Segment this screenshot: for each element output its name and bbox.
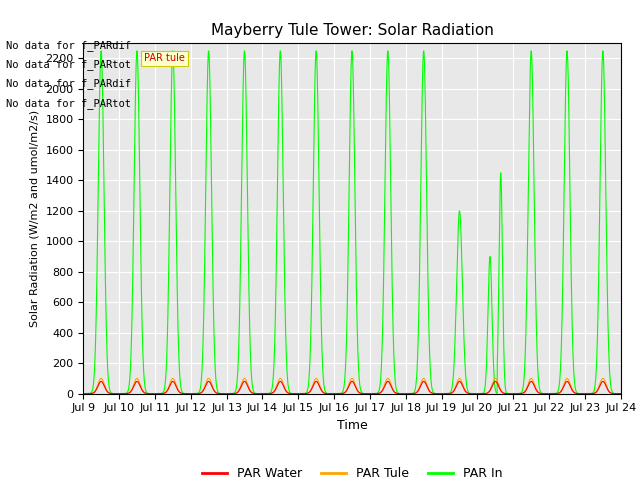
PAR In [97,48,105,54]
PAR Tule [426,389,434,395]
Text: No data for f_PARdif: No data for f_PARdif [6,40,131,51]
PAR Water [502,391,510,396]
PAR Water [281,385,289,391]
X-axis label: Time: Time [337,419,367,432]
PAR In [281,273,289,278]
Line: PAR In: PAR In [83,51,621,394]
PAR In [426,363,434,369]
Legend: PAR Water, PAR Tule, PAR In: PAR Water, PAR Tule, PAR In [197,462,507,480]
Line: PAR Tule: PAR Tule [83,378,621,394]
PAR Tule [79,391,87,396]
PAR Tule [281,384,289,390]
PAR Water [617,391,625,396]
Text: No data for f_PARtot: No data for f_PARtot [6,59,131,70]
PAR Water [189,391,196,396]
PAR Tule [617,391,625,396]
PAR In [502,390,510,396]
PAR Water [426,389,434,395]
PAR Tule [195,391,202,396]
Line: PAR Water: PAR Water [83,382,621,394]
PAR Water [97,379,105,384]
PAR In [195,390,202,396]
PAR Tule [97,375,105,381]
PAR Water [195,391,202,396]
PAR In [617,391,625,396]
Text: PAR tule: PAR tule [144,53,185,63]
Title: Mayberry Tule Tower: Solar Radiation: Mayberry Tule Tower: Solar Radiation [211,23,493,38]
Y-axis label: Solar Radiation (W/m2 and umol/m2/s): Solar Radiation (W/m2 and umol/m2/s) [29,110,40,327]
PAR Water [79,391,87,396]
PAR Tule [615,391,623,396]
PAR Tule [502,391,510,396]
PAR In [79,391,87,396]
Text: No data for f_PARtot: No data for f_PARtot [6,97,131,108]
PAR Tule [189,391,196,396]
PAR In [189,391,196,396]
Text: No data for f_PARdif: No data for f_PARdif [6,78,131,89]
PAR Water [615,391,623,396]
PAR In [615,391,623,396]
